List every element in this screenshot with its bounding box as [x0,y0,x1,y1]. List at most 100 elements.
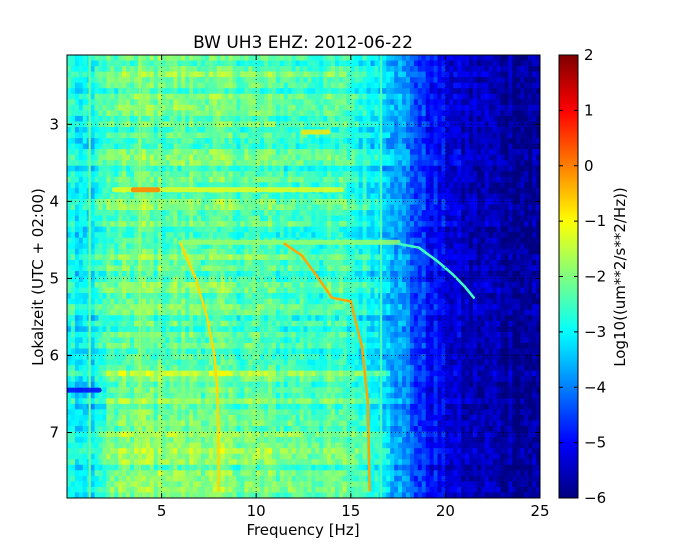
spectrogram-cell [110,204,115,211]
spectrogram-cell [472,66,478,73]
spectrogram-cell [102,221,108,228]
spectrogram-cell [287,99,293,106]
spectrogram-cell [429,198,435,206]
spectrogram-cell [295,259,301,267]
spectrogram-cell [240,93,245,100]
spectrogram-cell [350,176,356,183]
spectrogram-cell [82,110,88,117]
spectrogram-cell [350,165,356,172]
spectrogram-cell [82,243,88,250]
spectrogram-cell [256,270,261,278]
spectrogram-cell [402,66,407,73]
spectrogram-cell [504,265,510,272]
spectrogram-cell [279,254,285,261]
spectrogram-cell [390,215,395,222]
spectrogram-cell [201,204,206,211]
spectrogram-cell [319,276,324,283]
spectrogram-cell [488,82,494,89]
spectrogram-cell [386,198,391,206]
spectrogram-cell [358,88,364,95]
spectrogram-cell [82,115,88,123]
spectrogram-cell [122,138,127,145]
spectrogram-cell [374,115,379,123]
spectrogram-cell [496,187,502,195]
spectrogram-cell [153,198,159,206]
spectrogram-cell [236,232,242,239]
spectrogram-cell [161,204,167,211]
spectrogram-cell [275,265,281,272]
spectrogram-cell [130,243,135,250]
spectrogram-cell [508,93,514,100]
spectrogram-cell [331,66,336,73]
spectrogram-cell [161,265,167,272]
spectrogram-cell [394,121,399,128]
spectrogram-cell [248,171,253,178]
spectrogram-cell [394,71,399,78]
spectrogram-cell [484,132,490,139]
spectrogram-cell [524,237,529,244]
spectrogram-cell [216,110,222,117]
spectrogram-cell [122,237,127,244]
spectrogram-cell [528,171,533,178]
spectrogram-cell [346,99,352,106]
spectrogram-cell [153,282,159,289]
spectrogram-cell [394,138,399,145]
spectrogram-cell [484,171,490,178]
spectrogram-cell [236,210,242,217]
spectrogram-cell [480,232,486,239]
spectrogram-cell [173,71,178,78]
spectrogram-cell [256,121,261,128]
spectrogram-cell [189,132,194,139]
spectrogram-cell [122,126,127,134]
spectrogram-cell [469,110,474,117]
spectrogram-cell [402,243,407,250]
spectrogram-cell [220,66,226,73]
spectrogram-cell [287,198,293,206]
spectrogram-cell [98,154,104,161]
spectrogram-cell [524,88,529,95]
spectrogram-cell [141,110,147,117]
spectrogram-cell [476,232,482,239]
spectrogram-cell [532,104,537,111]
spectrogram-cell [204,198,210,206]
spectrogram-cell [70,215,76,222]
spectrogram-cell [307,176,312,183]
spectrogram-cell [201,66,206,73]
spectrogram-cell [457,187,462,195]
spectrogram-cell [248,193,253,200]
spectrogram-cell [110,149,115,156]
spectrogram-cell [145,210,151,217]
spectrogram-cell [504,99,510,106]
spectrogram-cell [465,193,470,200]
spectrogram-cell [181,193,186,200]
spectrogram-cell [472,215,478,222]
spectrogram-cell [295,154,301,161]
spectrogram-cell [425,66,431,73]
spectrogram-cell [208,126,214,134]
spectrogram-cell [390,232,395,239]
spectrogram-cell [315,104,320,111]
spectrogram-cell [358,55,364,62]
spectrogram-cell [177,176,182,183]
spectrogram-cell [488,248,494,255]
spectrogram-cell [268,204,273,211]
spectrogram-cell [358,198,364,206]
spectrogram-cell [421,171,427,178]
spectrogram-cell [193,176,198,183]
spectrogram-cell [425,248,431,255]
spectrogram-cell [264,198,269,206]
spectrogram-cell [346,121,352,128]
spectrogram-cell [126,165,131,172]
spectrogram-cell [469,149,474,156]
spectrogram-cell [67,221,72,228]
spectrogram-cell [413,88,419,95]
spectrogram-cell [197,99,202,106]
spectrogram-cell [201,221,206,228]
spectrogram-cell [197,221,202,228]
spectrogram-cell [350,221,356,228]
spectrogram-cell [516,248,521,255]
spectrogram-cell [520,115,525,123]
spectrogram-cell [409,132,415,139]
spectrogram-cell [394,276,399,283]
spectrogram-cell [161,176,167,183]
